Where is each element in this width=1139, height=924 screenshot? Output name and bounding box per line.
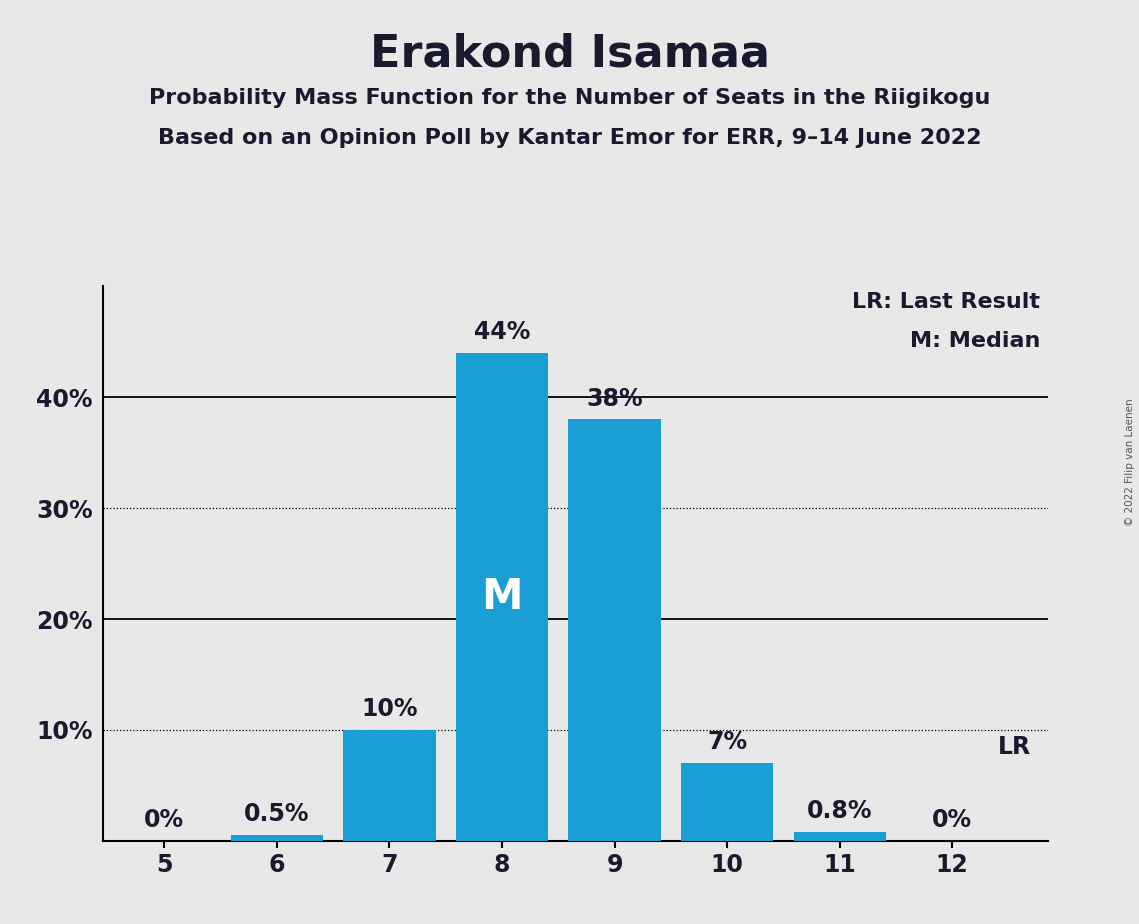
Text: 0%: 0% [145,808,185,832]
Bar [794,832,886,841]
Bar [456,353,548,841]
Text: 0%: 0% [932,808,973,832]
Bar [231,835,323,841]
Bar [681,763,773,841]
Text: 38%: 38% [587,386,642,410]
Text: 10%: 10% [361,697,418,721]
Text: 0.8%: 0.8% [806,799,872,823]
Text: Based on an Opinion Poll by Kantar Emor for ERR, 9–14 June 2022: Based on an Opinion Poll by Kantar Emor … [157,128,982,148]
Text: LR: LR [998,735,1031,759]
Text: Erakond Isamaa: Erakond Isamaa [369,32,770,76]
Text: LR: Last Result: LR: Last Result [852,292,1040,312]
Text: © 2022 Filip van Laenen: © 2022 Filip van Laenen [1125,398,1134,526]
Text: 7%: 7% [707,730,747,754]
Bar [568,419,661,841]
Text: M: Median: M: Median [910,331,1040,351]
Text: Probability Mass Function for the Number of Seats in the Riigikogu: Probability Mass Function for the Number… [149,88,990,108]
Text: M: M [482,576,523,618]
Text: 44%: 44% [474,320,531,344]
Text: 0.5%: 0.5% [244,802,310,826]
Bar [343,730,435,841]
